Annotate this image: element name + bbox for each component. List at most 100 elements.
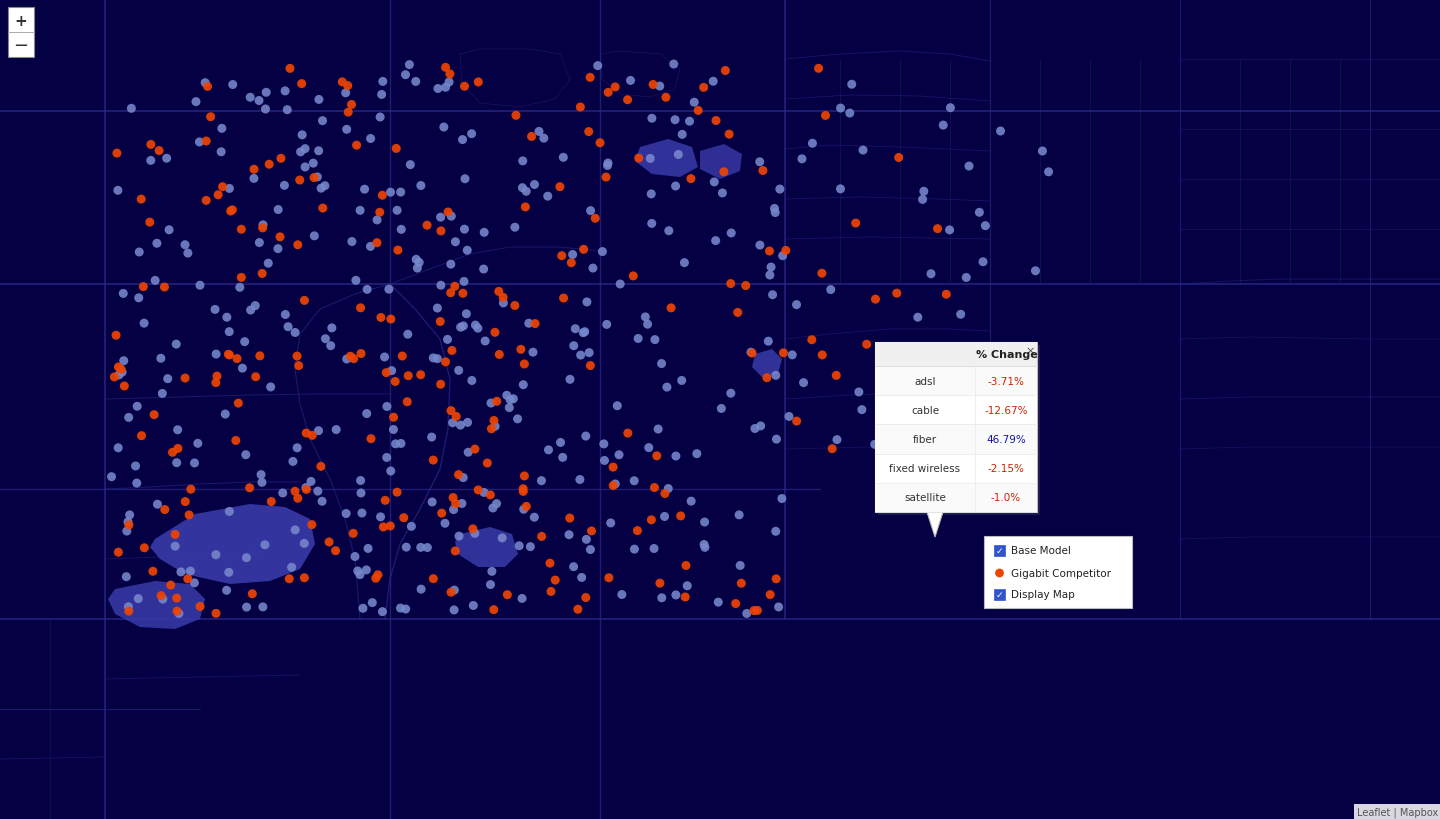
- Point: [801, 138, 824, 151]
- Point: [429, 315, 452, 328]
- Point: [350, 347, 373, 360]
- Point: [536, 190, 559, 203]
- Bar: [9, 8, 35, 58]
- Point: [118, 509, 141, 522]
- Point: [937, 224, 960, 238]
- Point: [759, 588, 782, 601]
- Point: [759, 269, 782, 283]
- Point: [454, 173, 477, 186]
- Point: [550, 250, 573, 263]
- Point: [511, 155, 534, 168]
- Point: [353, 183, 376, 197]
- Point: [259, 381, 282, 394]
- Point: [141, 565, 164, 578]
- Point: [442, 491, 465, 505]
- Point: [357, 542, 380, 555]
- Bar: [876, 396, 1037, 425]
- Point: [511, 482, 534, 495]
- Point: [117, 411, 140, 424]
- Point: [359, 241, 382, 254]
- Text: -2.15%: -2.15%: [988, 464, 1024, 473]
- Point: [511, 378, 534, 391]
- Point: [389, 186, 412, 199]
- Point: [166, 456, 189, 469]
- Point: [194, 195, 217, 208]
- Polygon shape: [150, 505, 315, 584]
- Point: [397, 59, 420, 72]
- Point: [642, 79, 665, 92]
- Point: [318, 536, 341, 549]
- Point: [369, 111, 392, 124]
- Point: [392, 512, 415, 525]
- Point: [124, 459, 147, 473]
- Point: [950, 356, 973, 369]
- Point: [444, 584, 467, 597]
- Point: [433, 82, 456, 95]
- Point: [680, 173, 703, 186]
- Point: [390, 224, 413, 237]
- Text: satellite: satellite: [904, 493, 946, 503]
- Point: [222, 79, 245, 92]
- Bar: [876, 367, 1037, 396]
- Point: [373, 494, 396, 507]
- Point: [251, 222, 274, 235]
- Point: [566, 603, 589, 616]
- Point: [287, 492, 310, 505]
- Point: [913, 185, 936, 198]
- Point: [127, 292, 150, 305]
- Point: [422, 572, 445, 586]
- Point: [138, 216, 161, 229]
- Point: [704, 115, 727, 128]
- Point: [505, 413, 528, 426]
- Point: [439, 258, 462, 271]
- Point: [655, 381, 678, 394]
- Point: [1001, 406, 1024, 419]
- Point: [749, 239, 772, 252]
- Point: [289, 146, 312, 159]
- Point: [118, 518, 141, 532]
- Point: [448, 530, 471, 543]
- Point: [678, 115, 701, 129]
- Text: +: +: [14, 14, 27, 29]
- Point: [259, 495, 282, 509]
- Point: [976, 386, 999, 399]
- Point: [654, 92, 677, 105]
- Point: [369, 206, 392, 219]
- Point: [230, 362, 253, 375]
- Point: [772, 347, 795, 360]
- Point: [204, 607, 228, 620]
- Point: [107, 184, 130, 197]
- Point: [806, 63, 829, 76]
- Point: [445, 410, 468, 423]
- Point: [348, 302, 372, 315]
- Point: [351, 602, 374, 615]
- Point: [559, 373, 582, 387]
- Point: [693, 516, 716, 529]
- Point: [504, 221, 527, 234]
- Point: [285, 441, 308, 455]
- Bar: [876, 483, 1037, 513]
- Point: [495, 588, 518, 601]
- Point: [406, 262, 429, 275]
- Bar: [994, 545, 1005, 556]
- Point: [361, 596, 384, 609]
- Point: [274, 309, 297, 322]
- Point: [115, 570, 138, 583]
- Point: [791, 153, 814, 166]
- Point: [269, 152, 292, 165]
- Point: [295, 427, 318, 440]
- Point: [589, 137, 612, 150]
- Point: [626, 333, 649, 346]
- Point: [125, 400, 148, 414]
- Point: [811, 349, 834, 362]
- Point: [513, 358, 536, 371]
- Point: [511, 486, 534, 499]
- Point: [937, 423, 960, 436]
- Point: [972, 256, 995, 269]
- Point: [657, 482, 680, 495]
- Point: [189, 600, 212, 613]
- Point: [151, 387, 174, 400]
- Point: [647, 423, 670, 436]
- Point: [255, 87, 278, 100]
- Point: [667, 149, 690, 162]
